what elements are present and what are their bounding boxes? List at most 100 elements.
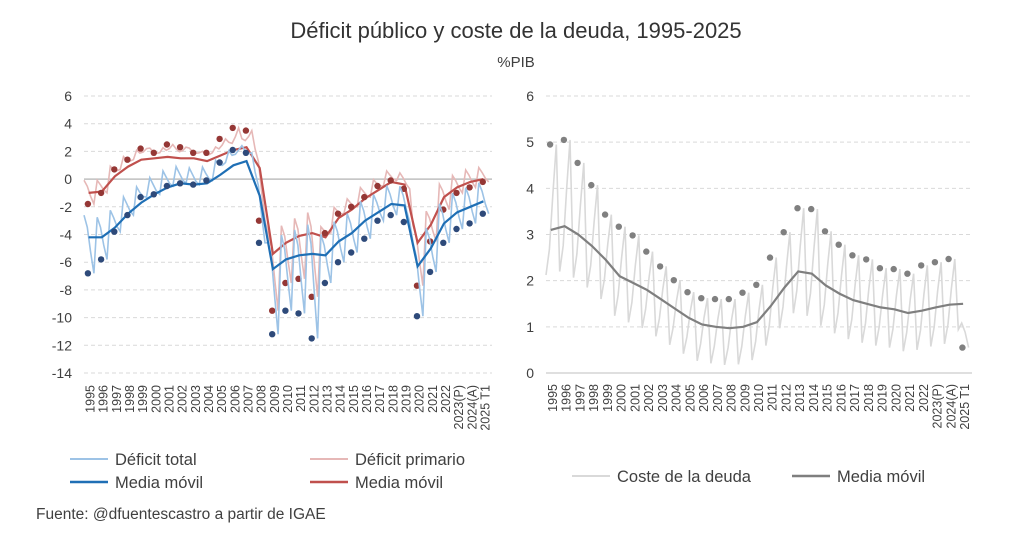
data-point-deficit-primario xyxy=(163,141,171,148)
data-point-coste xyxy=(794,205,801,212)
y-tick-label: 6 xyxy=(526,88,534,104)
data-point-deficit-primario xyxy=(84,200,92,208)
data-point-coste xyxy=(684,289,691,296)
data-point-deficit-primario xyxy=(176,144,184,151)
y-tick-label: -10 xyxy=(52,310,72,326)
y-tick-label: -12 xyxy=(52,337,72,353)
x-tick-label: 2018 xyxy=(386,385,400,413)
data-point-coste xyxy=(546,141,554,148)
x-tick-label: 2000 xyxy=(615,384,629,412)
x-tick-label: 2017 xyxy=(373,385,387,413)
data-point-deficit-primario xyxy=(216,135,223,143)
data-point-deficit-primario xyxy=(269,307,276,314)
series-line-deficit-primario xyxy=(83,125,490,311)
data-point-deficit-primario xyxy=(282,279,289,287)
x-tick-label: 2025 T1 xyxy=(958,384,972,430)
data-point-deficit-total xyxy=(242,149,250,156)
y-tick-label: -6 xyxy=(60,254,73,270)
x-tick-label: 1995 xyxy=(84,385,98,413)
x-tick-label: 2011 xyxy=(766,384,780,411)
data-point-coste xyxy=(656,263,664,270)
x-tick-label: 1998 xyxy=(587,384,601,412)
y-tick-label: 1 xyxy=(526,319,534,335)
x-tick-label: 2002 xyxy=(642,384,656,412)
series-line-coste xyxy=(545,139,970,366)
x-tick-label: 2010 xyxy=(752,384,766,412)
x-tick-label: 2005 xyxy=(215,385,229,413)
x-tick-label: 2022 xyxy=(439,385,453,413)
data-point-deficit-primario xyxy=(124,156,131,163)
data-point-deficit-primario xyxy=(242,127,250,134)
data-point-coste xyxy=(780,229,787,236)
x-tick-label: 2009 xyxy=(738,384,752,412)
y-tick-label: -14 xyxy=(52,365,72,381)
data-point-deficit-primario xyxy=(150,149,157,156)
data-point-deficit-total xyxy=(321,279,329,287)
y-tick-label: 5 xyxy=(526,134,534,150)
x-tick-label: 2017 xyxy=(848,384,862,412)
data-point-coste xyxy=(890,265,897,273)
x-tick-label: 1996 xyxy=(97,385,111,413)
x-tick-label: 1997 xyxy=(110,385,124,413)
x-tick-label: 2019 xyxy=(399,385,413,413)
x-tick-label: 2001 xyxy=(163,385,177,413)
source-note: Fuente: @dfuentescastro a partir de IGAE xyxy=(36,506,326,523)
y-tick-label: 4 xyxy=(526,180,534,196)
data-point-deficit-primario xyxy=(111,166,118,173)
legend-label-deficit-primario: Déficit primario xyxy=(355,451,465,469)
x-tick-label: 1997 xyxy=(573,384,587,412)
data-point-deficit-total xyxy=(269,331,276,338)
data-point-deficit-total xyxy=(176,180,184,187)
x-tick-label: 1996 xyxy=(560,384,574,412)
x-tick-label: 2019 xyxy=(876,384,890,412)
data-point-deficit-total xyxy=(216,159,223,166)
left-chart-panel: 6 4 2 0 -2 -4 -6 -8 -10 -12 -14 1995 1996 1997 1998 199… xyxy=(52,88,493,431)
data-point-deficit-total xyxy=(255,239,263,246)
data-point-deficit-primario xyxy=(97,189,105,197)
legend-label-coste-ma: Media móvil xyxy=(837,468,925,486)
x-tick-label: 2023(P) xyxy=(452,385,466,429)
data-point-deficit-total xyxy=(348,249,355,256)
data-point-deficit-primario xyxy=(190,149,197,156)
data-point-deficit-total xyxy=(229,146,236,154)
x-tick-label: 2000 xyxy=(149,385,163,413)
x-tick-label: 2003 xyxy=(656,384,670,412)
data-point-deficit-primario xyxy=(203,149,210,156)
data-point-coste xyxy=(629,232,636,239)
data-point-deficit-total xyxy=(361,235,368,242)
x-tick-label: 2014 xyxy=(334,385,348,413)
data-point-deficit-total xyxy=(124,211,131,219)
legend-label-coste: Coste de la deuda xyxy=(617,468,752,486)
data-point-deficit-total xyxy=(440,239,447,246)
data-point-coste xyxy=(849,252,856,259)
x-tick-label: 2015 xyxy=(821,384,835,412)
x-tick-label: 2003 xyxy=(189,385,203,413)
data-point-coste xyxy=(670,277,677,284)
x-tick-label: 2014 xyxy=(807,384,821,412)
data-point-deficit-total xyxy=(84,270,92,277)
data-point-deficit-total xyxy=(426,268,434,276)
legend-label-total-ma: Media móvil xyxy=(115,474,203,492)
x-tick-label: 2015 xyxy=(347,385,361,413)
data-point-deficit-total xyxy=(97,256,105,263)
unit-label: %PIB xyxy=(497,54,535,71)
data-point-deficit-total xyxy=(334,259,342,266)
data-point-coste xyxy=(808,205,815,213)
data-point-coste xyxy=(766,254,774,261)
y-tick-label: 6 xyxy=(64,88,72,104)
data-point-deficit-total xyxy=(387,211,394,219)
x-tick-label: 2013 xyxy=(320,385,334,413)
data-point-coste xyxy=(739,289,746,296)
data-point-deficit-primario xyxy=(374,182,381,190)
y-tick-label: 2 xyxy=(526,273,534,289)
x-tick-label: 2021 xyxy=(426,385,440,413)
data-point-coste xyxy=(698,295,705,302)
data-point-deficit-total xyxy=(413,313,421,320)
data-point-deficit-total xyxy=(295,310,302,317)
legend-label-deficit-total: Déficit total xyxy=(115,451,197,469)
data-point-deficit-primario xyxy=(321,229,329,237)
data-point-coste xyxy=(876,265,884,272)
data-point-deficit-primario xyxy=(361,193,368,201)
y-tick-label: 4 xyxy=(64,116,72,132)
